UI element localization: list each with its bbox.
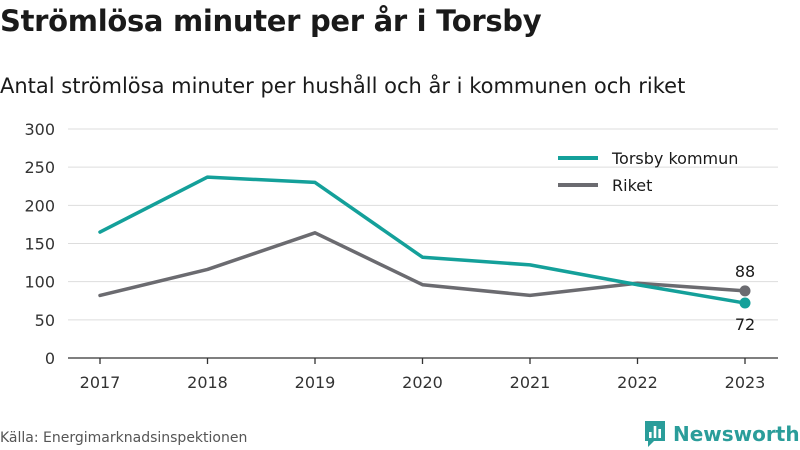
series-lines: 88 72 bbox=[98, 175, 755, 334]
source-note: Källa: Energimarknadsinspektionen bbox=[0, 430, 248, 446]
y-tick-label: 300 bbox=[24, 120, 55, 139]
legend-label-riket: Riket bbox=[612, 176, 652, 195]
data-label-torsby-end: 72 bbox=[735, 315, 755, 334]
x-tick-label: 2017 bbox=[80, 373, 121, 392]
y-tick-label: 250 bbox=[24, 158, 55, 177]
x-tick-label: 2022 bbox=[617, 373, 658, 392]
x-tick-label: 2023 bbox=[725, 373, 766, 392]
data-label-riket-end: 88 bbox=[735, 262, 755, 281]
brand-name: Newsworthy bbox=[673, 422, 800, 446]
end-point-riket bbox=[739, 285, 751, 297]
chart-subtitle: Antal strömlösa minuter per hushåll och … bbox=[0, 74, 686, 98]
x-tick-label: 2021 bbox=[510, 373, 551, 392]
x-tick-label: 2020 bbox=[402, 373, 443, 392]
x-tick-label: 2019 bbox=[295, 373, 336, 392]
y-tick-label: 0 bbox=[45, 349, 55, 368]
y-tick-label: 150 bbox=[24, 235, 55, 254]
legend: Torsby kommun Riket bbox=[558, 149, 738, 195]
chart-title: Strömlösa minuter per år i Torsby bbox=[0, 4, 542, 38]
end-point-torsby bbox=[739, 297, 751, 309]
legend-label-torsby: Torsby kommun bbox=[611, 149, 738, 168]
series-line-torsby bbox=[98, 175, 747, 305]
newsworthy-logo-icon bbox=[645, 421, 665, 447]
y-axis-labels: 0 50 100 150 200 250 300 bbox=[24, 120, 55, 368]
brand-logo: Newsworthy bbox=[644, 420, 800, 448]
x-tick-label: 2018 bbox=[187, 373, 228, 392]
y-tick-label: 50 bbox=[35, 311, 55, 330]
y-tick-label: 200 bbox=[24, 196, 55, 215]
x-axis: 2017 2018 2019 2020 2021 2022 2023 bbox=[68, 357, 778, 392]
y-tick-label: 100 bbox=[24, 273, 55, 292]
grid-lines bbox=[68, 128, 778, 321]
